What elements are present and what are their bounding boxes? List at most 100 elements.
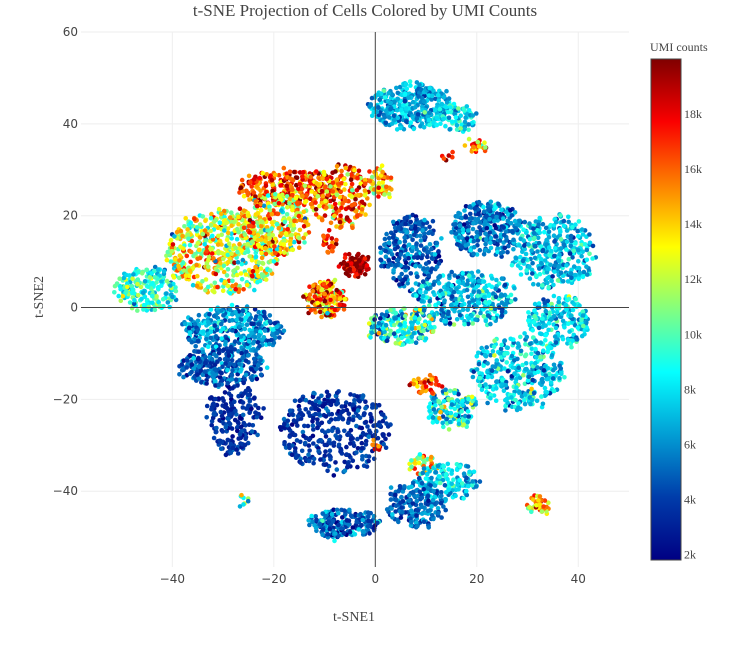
cell-point <box>448 302 454 308</box>
cell-point <box>310 394 316 400</box>
cell-point <box>227 412 232 418</box>
cell-point <box>421 99 427 104</box>
cell-point <box>436 300 441 306</box>
cell-point <box>324 205 329 210</box>
cell-point <box>250 239 255 244</box>
cell-point <box>296 245 302 250</box>
cell-point <box>219 308 224 313</box>
cell-point <box>522 243 527 248</box>
cell-point <box>192 322 198 327</box>
cell-point <box>512 218 518 224</box>
cell-point <box>443 123 448 129</box>
cell-point <box>266 232 272 237</box>
cell-point <box>244 188 249 194</box>
cell-point <box>349 261 354 266</box>
cell-point <box>206 258 211 263</box>
cell-point <box>229 210 234 215</box>
cell-point <box>552 263 557 268</box>
cell-point <box>440 313 446 319</box>
cell-point <box>145 284 151 290</box>
cell-point <box>165 249 171 255</box>
cell-point <box>444 100 450 105</box>
cell-point <box>142 294 148 300</box>
cell-point <box>408 120 414 125</box>
cell-point <box>413 225 418 231</box>
cell-point <box>170 242 176 247</box>
cell-point <box>470 283 475 288</box>
cell-point <box>362 256 368 261</box>
cell-point <box>546 285 552 290</box>
cell-point <box>117 276 122 282</box>
cell-point <box>467 204 472 210</box>
cell-point <box>291 223 296 228</box>
cell-point <box>229 358 235 363</box>
cell-point <box>310 419 315 424</box>
cell-point <box>337 302 343 308</box>
cell-point <box>219 336 224 341</box>
cell-point <box>370 402 376 407</box>
cell-point <box>545 276 550 281</box>
cell-point <box>296 403 302 409</box>
cell-point <box>328 220 334 226</box>
cell-point <box>397 102 402 108</box>
cell-point <box>348 177 354 182</box>
cell-point <box>177 258 182 263</box>
cell-point <box>188 317 194 322</box>
cell-point <box>233 408 238 414</box>
cell-point <box>466 122 471 127</box>
cell-point <box>239 492 244 498</box>
cell-point <box>116 293 121 299</box>
cell-point <box>466 321 471 327</box>
cell-point <box>269 211 275 217</box>
cell-point <box>173 288 179 294</box>
cell-point <box>532 243 538 249</box>
cell-point <box>412 105 418 110</box>
cell-point <box>476 289 482 295</box>
cell-point <box>414 116 420 121</box>
cell-point <box>354 519 360 525</box>
cell-point <box>527 221 532 226</box>
cell-point <box>491 239 497 245</box>
cell-point <box>296 186 301 192</box>
cell-point <box>531 226 536 231</box>
cell-point <box>363 438 369 444</box>
cell-point <box>253 194 258 199</box>
cell-point <box>549 301 554 307</box>
cell-point <box>360 430 366 436</box>
cell-point <box>267 268 273 273</box>
cell-point <box>481 252 487 257</box>
cell-point <box>274 324 280 330</box>
cell-point <box>313 207 319 212</box>
cell-point <box>463 243 469 248</box>
cell-point <box>573 241 578 246</box>
cell-point <box>202 369 208 374</box>
cell-point <box>440 291 445 297</box>
cell-point <box>282 250 287 255</box>
cell-point <box>349 172 354 177</box>
cell-point <box>457 312 463 318</box>
cell-point <box>533 219 539 224</box>
cell-point <box>343 181 348 187</box>
cell-point <box>256 322 262 327</box>
cell-point <box>486 293 492 299</box>
cell-point <box>471 145 477 150</box>
cell-point <box>344 452 350 457</box>
cell-point <box>355 446 361 451</box>
cell-point <box>196 376 202 381</box>
cell-point <box>173 257 178 262</box>
cell-point <box>484 225 490 231</box>
cell-point <box>343 271 349 276</box>
cell-point <box>495 242 500 247</box>
cell-point <box>230 434 235 439</box>
cell-point <box>334 390 340 396</box>
cell-point <box>280 202 285 207</box>
cell-point <box>307 292 313 298</box>
cell-point <box>257 315 263 320</box>
cell-point <box>334 192 340 198</box>
cell-point <box>332 213 337 219</box>
cell-point <box>267 204 272 210</box>
cell-point <box>504 298 510 303</box>
cell-point <box>347 529 353 535</box>
cell-point <box>218 370 223 375</box>
cell-point <box>351 267 357 273</box>
